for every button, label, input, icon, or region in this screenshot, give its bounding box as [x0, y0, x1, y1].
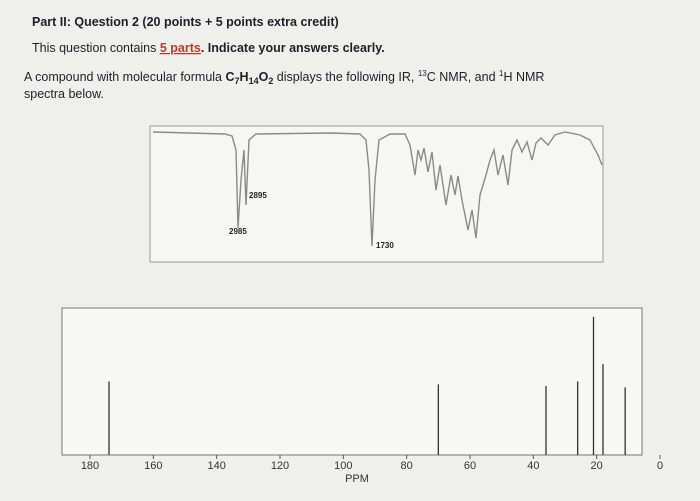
- ir-peak-label: 1730: [376, 241, 394, 250]
- c13-nmr-spectrum: PPM 180 160 140 120 100 80 60 40 20 0: [61, 307, 663, 485]
- question-text: A compound with molecular formula C7H14O…: [24, 69, 544, 86]
- question-text: spectra below.: [24, 87, 104, 101]
- tick-label: 180: [81, 460, 99, 472]
- ir-spectrum: 2985 2895 1730: [149, 125, 604, 263]
- link[interactable]: 5 parts: [160, 41, 201, 55]
- text: C NMR, and: [427, 70, 499, 84]
- superscript: 1: [499, 69, 504, 78]
- subscript: 2: [268, 76, 273, 86]
- tick-label: 60: [464, 460, 476, 472]
- formula: H: [240, 70, 249, 84]
- tick-label: 20: [591, 460, 603, 472]
- tick-label: 0: [657, 460, 663, 472]
- tick-label: 160: [144, 460, 162, 472]
- text: This question contains: [32, 41, 160, 55]
- ir-peak-label: 2985: [229, 227, 247, 236]
- tick-label: 80: [401, 460, 413, 472]
- instruction: This question contains 5 parts. Indicate…: [32, 41, 385, 55]
- ir-trace: [152, 131, 603, 247]
- text: H NMR: [503, 70, 544, 84]
- formula: O: [259, 70, 269, 84]
- superscript: 13: [418, 69, 427, 78]
- tick-label: 140: [207, 460, 225, 472]
- axis-label: PPM: [345, 473, 369, 485]
- question-title: Part II: Question 2 (20 points + 5 point…: [32, 15, 339, 29]
- ir-frame: [149, 125, 604, 263]
- text: A compound with molecular formula: [24, 70, 225, 84]
- subscript: 14: [249, 76, 259, 86]
- text: displays the following IR,: [273, 70, 418, 84]
- subscript: 7: [235, 76, 240, 86]
- formula: C: [225, 70, 234, 84]
- text: . Indicate your answers clearly.: [201, 41, 385, 55]
- tick-label: 40: [527, 460, 539, 472]
- nmr-frame: [61, 307, 643, 456]
- tick-label: 100: [334, 460, 352, 472]
- tick-label: 120: [271, 460, 289, 472]
- ir-peak-label: 2895: [249, 191, 267, 200]
